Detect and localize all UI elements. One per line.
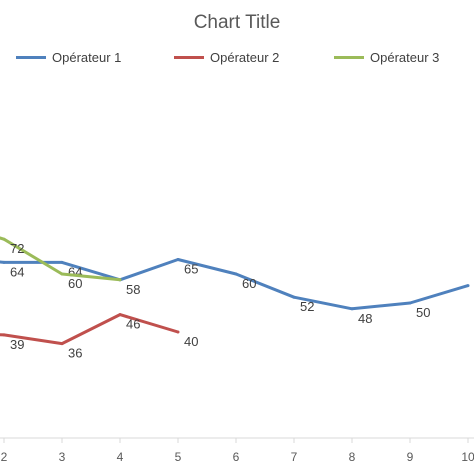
legend-item-series-1: Opérateur 1 xyxy=(16,48,121,66)
x-tick-label: 9 xyxy=(407,450,414,464)
x-tick-label: 3 xyxy=(59,450,66,464)
data-label: 46 xyxy=(126,317,140,332)
data-label: 36 xyxy=(68,346,82,361)
series-line-1 xyxy=(0,258,469,311)
x-tick-label: 6 xyxy=(233,450,240,464)
data-point xyxy=(2,333,6,337)
legend-swatch-series-2 xyxy=(174,55,204,59)
data-point xyxy=(466,284,470,288)
data-point xyxy=(118,313,122,317)
data-label: 72 xyxy=(10,241,24,256)
series-line-3 xyxy=(0,236,121,282)
x-tick-label: 2 xyxy=(1,450,8,464)
data-point xyxy=(2,237,6,241)
data-point xyxy=(60,272,64,276)
data-label: 52 xyxy=(300,299,314,314)
data-label: 58 xyxy=(126,282,140,297)
data-label: 39 xyxy=(10,337,24,352)
data-point xyxy=(350,307,354,311)
data-point xyxy=(408,301,412,305)
legend-label-series-1: Opérateur 1 xyxy=(52,49,122,65)
data-label: 40 xyxy=(184,334,198,349)
legend-swatch-series-1 xyxy=(16,55,46,59)
x-tick-label: 5 xyxy=(175,450,182,464)
data-point xyxy=(292,295,296,299)
data-point xyxy=(2,260,6,264)
data-point xyxy=(234,272,238,276)
legend: Opérateur 1 Opérateur 2 Opérateur 3 xyxy=(0,48,474,66)
data-label: 50 xyxy=(416,305,430,320)
data-label: 64 xyxy=(10,264,24,279)
x-tick-label: 4 xyxy=(117,450,124,464)
data-point xyxy=(60,260,64,264)
data-point xyxy=(176,330,180,334)
x-tick-label: 10 xyxy=(461,450,474,464)
chart-title: Chart Title xyxy=(193,12,281,33)
data-label: 60 xyxy=(68,276,82,291)
data-label: 60 xyxy=(242,276,256,291)
data-point xyxy=(176,258,180,261)
data-point xyxy=(60,342,64,346)
x-tick-label: 7 xyxy=(291,450,298,464)
data-point xyxy=(118,278,122,282)
legend-item-series-2: Opérateur 2 xyxy=(174,48,279,66)
legend-label-series-3: Opérateur 3 xyxy=(370,49,440,65)
x-tick-label: 8 xyxy=(349,450,356,464)
data-label: 48 xyxy=(358,311,372,326)
series-line-2 xyxy=(0,313,179,346)
data-label: 65 xyxy=(184,262,198,277)
legend-item-series-3: Opérateur 3 xyxy=(334,48,439,66)
legend-label-series-2: Opérateur 2 xyxy=(210,49,280,65)
legend-swatch-series-3 xyxy=(334,55,364,59)
